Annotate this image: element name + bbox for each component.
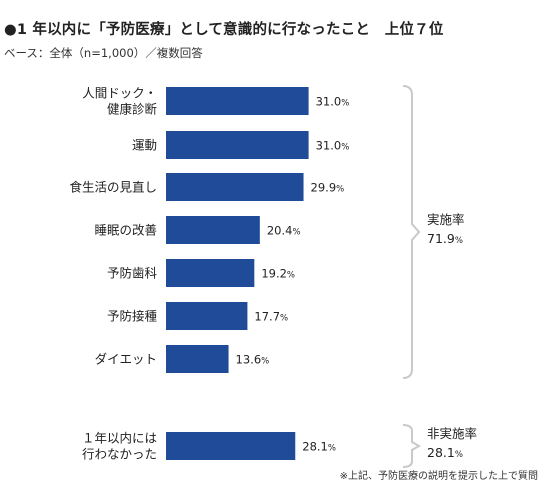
category-label-5: 予防接種	[107, 309, 158, 324]
category-label-1: 運動	[132, 138, 157, 153]
chart-title: ●1 年以内に「予防医療」として意識的に行なったこと 上位７位	[4, 22, 444, 38]
category-label-4: 予防歯科	[107, 266, 158, 281]
bar-7	[166, 432, 296, 460]
category-label-3: 睡眠の改善	[94, 223, 157, 238]
bar-3	[166, 216, 260, 244]
bar-4	[166, 259, 255, 287]
value-label-6: 13.6%	[236, 353, 270, 367]
footnote: ※上記、予防医療の説明を提示した上で質問	[339, 471, 538, 482]
category-label-6: ダイエット	[95, 352, 157, 367]
category-label-0: 人間ドック・健康診断	[82, 86, 157, 117]
value-label-3: 20.4%	[267, 224, 301, 238]
bar-6	[166, 345, 229, 373]
chart-base-note: ベース：全体（n=1,000）／複数回答	[4, 46, 203, 60]
group-label-0: 実施率	[427, 212, 465, 227]
category-label-2: 食生活の見直し	[69, 180, 157, 195]
category-label-7: １年以内には行わなかった	[82, 431, 157, 462]
value-label-1: 31.0%	[316, 139, 350, 153]
value-label-4: 19.2%	[261, 267, 295, 281]
group-value-0: 71.9%	[427, 231, 463, 246]
group-value-1: 28.1%	[427, 445, 463, 460]
value-label-2: 29.9%	[311, 181, 345, 195]
value-label-5: 17.7%	[254, 310, 288, 324]
bar-5	[166, 302, 248, 330]
group-bracket-0	[402, 85, 421, 379]
group-bracket-1	[402, 424, 422, 468]
value-label-7: 28.1%	[302, 440, 336, 454]
group-label-1: 非実施率	[427, 426, 477, 441]
bar-1	[166, 131, 309, 159]
bar-2	[166, 173, 304, 201]
bar-0	[166, 87, 309, 115]
value-label-0: 31.0%	[316, 95, 350, 109]
